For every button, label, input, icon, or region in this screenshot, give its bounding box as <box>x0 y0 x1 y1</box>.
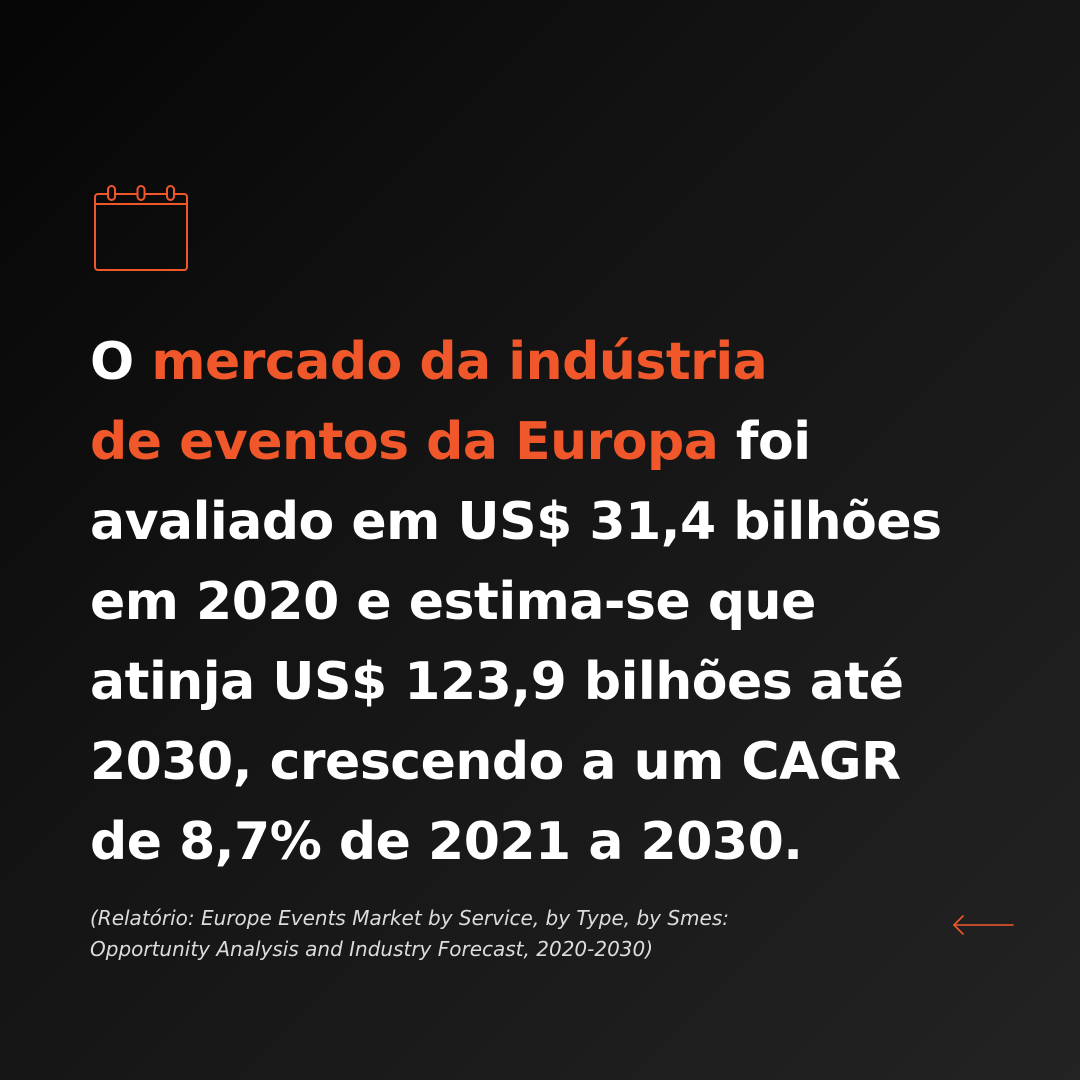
source-citation: (Relatório: Europe Events Market by Serv… <box>90 903 910 965</box>
arrow-left-icon[interactable] <box>952 914 1016 936</box>
headline: O mercado da indústria de eventos da Eur… <box>90 322 990 882</box>
source-line-1: (Relatório: Europe Events Market by Serv… <box>90 906 729 930</box>
headline-line-6: 2030, crescendo a um CAGR <box>90 732 901 792</box>
headline-intro: O <box>90 332 152 392</box>
headline-line-3: avaliado em US$ 31,4 bilhões <box>90 492 942 552</box>
headline-line-4: em 2020 e estima-se que <box>90 572 816 632</box>
source-line-2: Opportunity Analysis and Industry Foreca… <box>90 937 654 961</box>
headline-line-7: de 8,7% de 2021 a 2030. <box>90 812 803 872</box>
headline-highlight-2: de eventos da Europa <box>90 412 719 472</box>
headline-line-5: atinja US$ 123,9 bilhões até <box>90 652 904 712</box>
calendar-icon <box>94 185 188 271</box>
headline-line-2-rest: foi <box>718 412 811 472</box>
headline-line-2: de eventos da Europa foi <box>90 402 990 482</box>
headline-line-1: O mercado da indústria <box>90 322 990 402</box>
headline-highlight-1: mercado da indústria <box>151 332 768 392</box>
